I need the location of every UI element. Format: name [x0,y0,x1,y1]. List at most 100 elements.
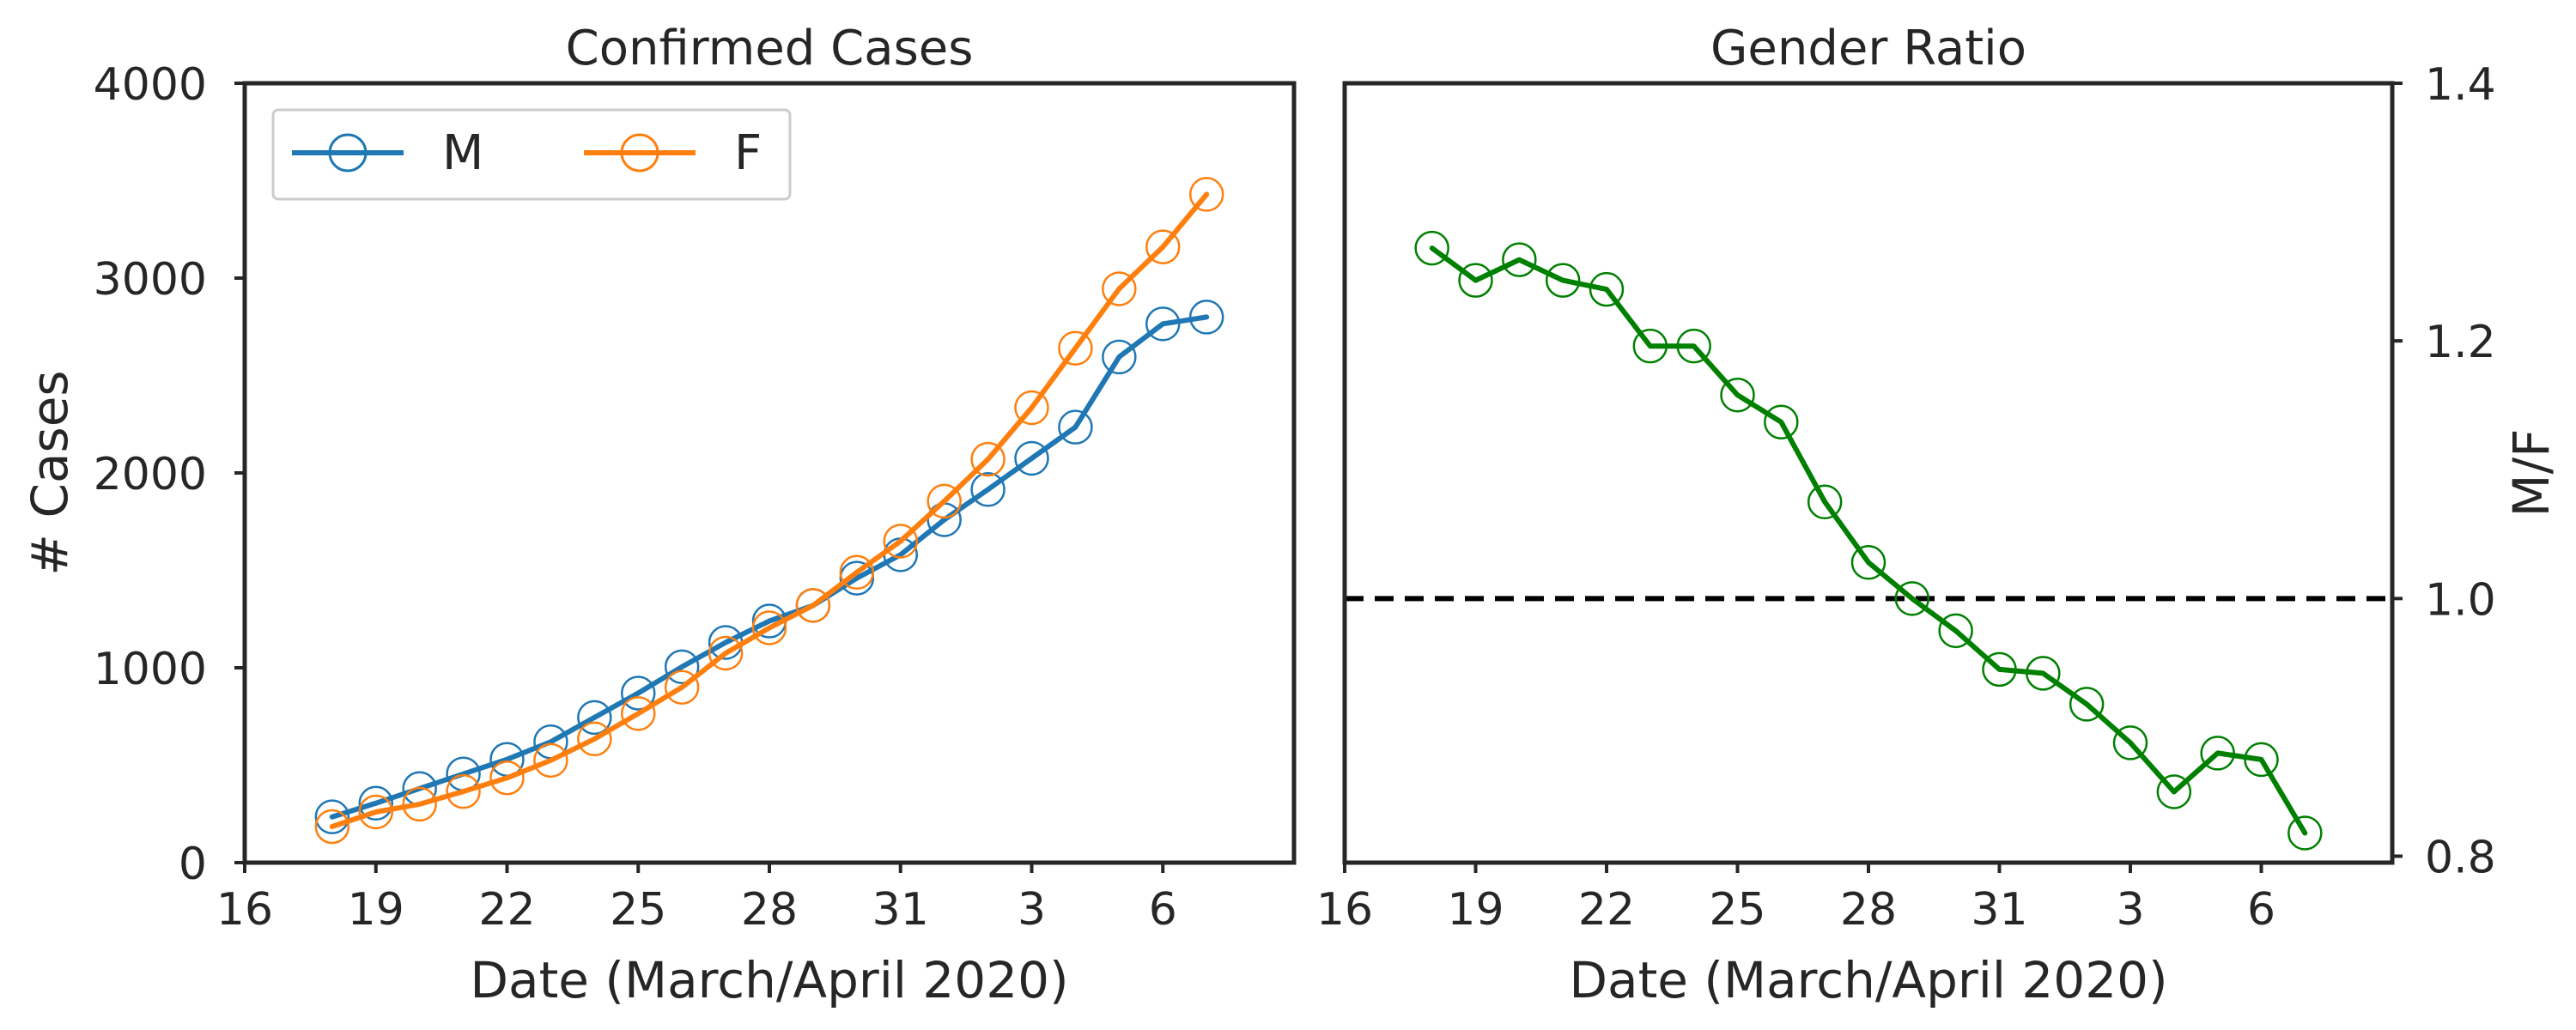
cases-x-tick-label: 22 [478,884,535,936]
cases-series-f-point [839,554,875,591]
ratio-x-tick-label: 19 [1447,884,1504,936]
legend-box [271,108,792,201]
cases-plot-area [314,177,1224,845]
ratio-y-tick-label: 1.0 [2425,574,2496,626]
cases-y-axis-label: # Cases [21,370,79,575]
cases-x-tick-label: 28 [741,884,798,936]
cases-series-f-point [1014,390,1049,426]
ratio-x-tick-label: 16 [1316,884,1373,936]
ratio-plot-area [1345,230,2392,851]
ratio-x-axis-label: Date (March/April 2020) [1569,951,2167,1009]
legend-m-label: M [442,125,483,181]
cases-series-f-point [1188,177,1224,212]
ratio-series-0-point [2026,656,2061,691]
cases-series-f-point [795,588,831,623]
cases-series-m-point [970,472,1005,507]
ratio-panel: Gender Ratio 16 19 22 25 28 31 3 6 0.8 1.0 1.2 1.4… [1316,21,2561,1009]
cases-series-f-point [621,696,656,731]
ratio-series-0-point [1764,404,1799,439]
cases-series-m-point [1014,440,1049,476]
cases-y-tick-label: 4000 [94,59,207,111]
ratio-x-tick-label: 6 [2247,884,2275,936]
cases-series-f-point [314,809,350,845]
cases-y-tick-label: 1000 [94,644,207,695]
cases-series-f-point [970,441,1005,477]
ratio-y-ticks: 0.8 1.0 1.2 1.4 [2392,59,2496,883]
ratio-series-0-point [1894,581,1930,616]
ratio-series-0-point [2244,742,2279,778]
cases-x-tick-label: 16 [216,884,273,936]
cases-series-f-point [1145,229,1181,264]
ratio-series-0-point [1589,271,1625,307]
cases-y-tick-label: 2000 [94,449,207,500]
cases-series-m-line [329,314,1210,820]
cases-series-m-point [577,700,612,736]
ratio-series-0-point [1720,377,1755,413]
cases-series-f-point [533,742,568,779]
cases-panel: Confirmed Cases 16 19 22 25 28 31 3 6 0 1000 2000… [21,21,1297,1009]
ratio-y-tick-label: 1.2 [2425,317,2496,368]
cases-x-ticks: 16 19 22 25 28 31 3 6 [216,863,1177,936]
ratio-y-tick-label: 0.8 [2425,832,2496,883]
cases-series-m-point [358,785,393,821]
cases-series-f-point [489,760,525,796]
cases-series-m-point [621,676,656,711]
ratio-series-0-point [2200,736,2235,771]
cases-x-tick-label: 6 [1149,884,1177,936]
cases-y-tick-label: 3000 [94,254,207,306]
cases-legend: M F [271,108,792,201]
cases-series-f-point [883,524,918,559]
cases-series-m-point [1145,306,1181,342]
ratio-series-0-point [1414,230,1449,266]
ratio-y-tick-label: 1.4 [2425,59,2496,111]
ratio-series-0-point [1632,328,1668,364]
cases-series-f-point [1058,330,1093,366]
cases-x-tick-label: 25 [610,884,666,936]
cases-series-f-line [329,191,1210,829]
cases-series-f-point [751,610,787,645]
ratio-x-tick-label: 28 [1840,884,1897,936]
ratio-series-0-point [1982,651,2017,688]
cases-x-tick-label: 31 [872,884,929,936]
cases-series-f-point [402,786,437,822]
ratio-series-0-point [2069,687,2105,722]
ratio-series-0-point [1458,263,1493,298]
legend-f-label: F [734,125,762,181]
ratio-series-0-point [2287,815,2323,851]
cases-series-f-point [577,721,612,757]
ratio-series-0-point [1807,484,1843,520]
cases-series-m-point [1188,300,1224,335]
cases-y-ticks: 0 1000 2000 3000 4000 [94,59,245,890]
ratio-series-0-point [1938,613,1973,649]
cases-series-m-point [314,799,350,834]
cases-x-axis-label: Date (March/April 2020) [470,951,1068,1009]
cases-y-tick-label: 0 [179,839,207,890]
cases-series-m-point [1058,409,1093,445]
cases-series-f-point [358,794,393,830]
ratio-series-0-point [1545,263,1581,298]
ratio-series-0-point [1502,242,1537,277]
cases-series-f-point [1102,271,1137,306]
ratio-x-tick-label: 31 [1971,884,2027,936]
ratio-series-0-point [2112,725,2148,760]
ratio-x-tick-label: 22 [1578,884,1635,936]
legend-m-marker [328,133,368,173]
cases-series-f-point [927,483,962,519]
cases-x-tick-label: 19 [348,884,404,936]
ratio-series-0-line [1429,245,2308,836]
ratio-series-0-point [1850,545,1886,580]
cases-series-f-point [446,773,481,809]
cases-series-f-point [708,635,744,671]
cases-series-m-point [664,649,700,685]
ratio-axes-frame [1342,81,2395,865]
ratio-x-ticks: 16 19 22 25 28 31 3 6 [1316,863,2275,936]
ratio-x-tick-label: 25 [1709,884,1765,936]
ratio-x-tick-label: 3 [2116,884,2144,936]
cases-x-tick-label: 3 [1018,884,1046,936]
ratio-chart-title: Gender Ratio [1710,21,2026,76]
cases-chart-title: Confirmed Cases [566,21,974,76]
cases-series-m-point [1102,339,1137,375]
ratio-y-axis-label: M/F [2502,429,2561,518]
ratio-series-0-point [2156,774,2192,809]
